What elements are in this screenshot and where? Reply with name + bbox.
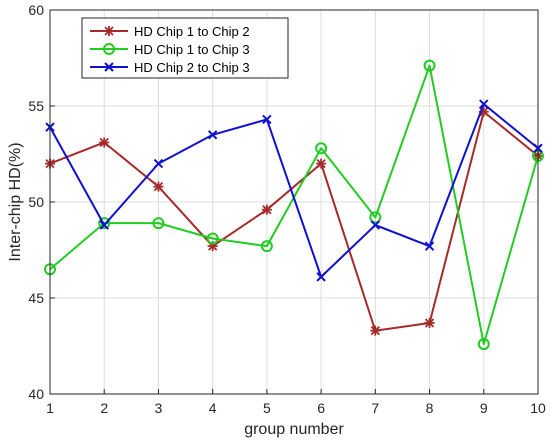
series-line [49, 110, 539, 332]
series-1 [45, 106, 543, 336]
legend-item: HD Chip 1 to Chip 2 [90, 24, 250, 39]
legend-marker [104, 26, 114, 36]
legend-marker [103, 43, 115, 55]
legend-item: HD Chip 2 to Chip 3 [90, 60, 250, 75]
data-point [260, 240, 273, 253]
y-tick-label: 40 [28, 386, 44, 402]
data-point [370, 220, 381, 230]
marker-stroke [104, 62, 114, 72]
legend-label: HD Chip 1 to Chip 3 [134, 42, 250, 57]
data-point [98, 217, 111, 230]
marker-stroke [99, 220, 109, 230]
data-point [153, 181, 164, 192]
data-point [153, 158, 164, 169]
data-point [316, 158, 327, 169]
marker-stroke [262, 114, 272, 125]
legend-marker [104, 62, 114, 72]
x-tick-label: 3 [155, 400, 163, 416]
marker-stroke [424, 241, 435, 251]
data-point [99, 137, 110, 148]
marker-stroke [153, 158, 164, 169]
y-tick-label: 50 [28, 194, 44, 210]
marker-stroke [370, 220, 381, 230]
marker-stroke [479, 99, 489, 109]
data-point [206, 232, 219, 245]
data-point [315, 142, 328, 155]
x-tick-label: 4 [209, 400, 217, 416]
x-tick-label: 7 [371, 400, 379, 416]
x-tick-label: 10 [530, 400, 546, 416]
data-point [262, 114, 272, 125]
data-point [477, 338, 490, 351]
marker-stroke [316, 272, 326, 282]
legend-label: HD Chip 1 to Chip 2 [134, 24, 250, 39]
legend: HD Chip 1 to Chip 2 HD Chip 1 to Chip 3 HD… [81, 17, 289, 79]
y-tick-label: 45 [28, 290, 44, 306]
y-tick-label: 55 [28, 98, 44, 114]
data-point [479, 99, 489, 109]
data-point [423, 59, 436, 72]
data-point [424, 241, 435, 251]
data-point [369, 211, 382, 224]
series-line [49, 103, 539, 278]
data-point [99, 220, 109, 230]
y-tick-label: 60 [28, 2, 44, 18]
x-tick-label: 5 [263, 400, 271, 416]
x-tick-label: 1 [46, 400, 54, 416]
x-tick-label: 6 [317, 400, 325, 416]
series-layer [44, 59, 544, 351]
legend-label: HD Chip 2 to Chip 3 [134, 60, 250, 75]
legend-item: HD Chip 1 to Chip 3 [90, 42, 250, 57]
x-tick-label: 9 [480, 400, 488, 416]
series-3 [45, 99, 543, 282]
data-point [370, 325, 381, 336]
marker-stroke [207, 130, 218, 140]
data-point [152, 217, 165, 230]
x-tick-label: 8 [426, 400, 434, 416]
x-axis-label: group number [244, 421, 344, 438]
data-point [207, 130, 218, 140]
x-tick-label: 2 [100, 400, 108, 416]
data-point [261, 204, 272, 215]
y-axis-label: Inter-chip HD(%) [7, 142, 24, 261]
data-point [424, 317, 435, 328]
data-point [316, 272, 326, 282]
